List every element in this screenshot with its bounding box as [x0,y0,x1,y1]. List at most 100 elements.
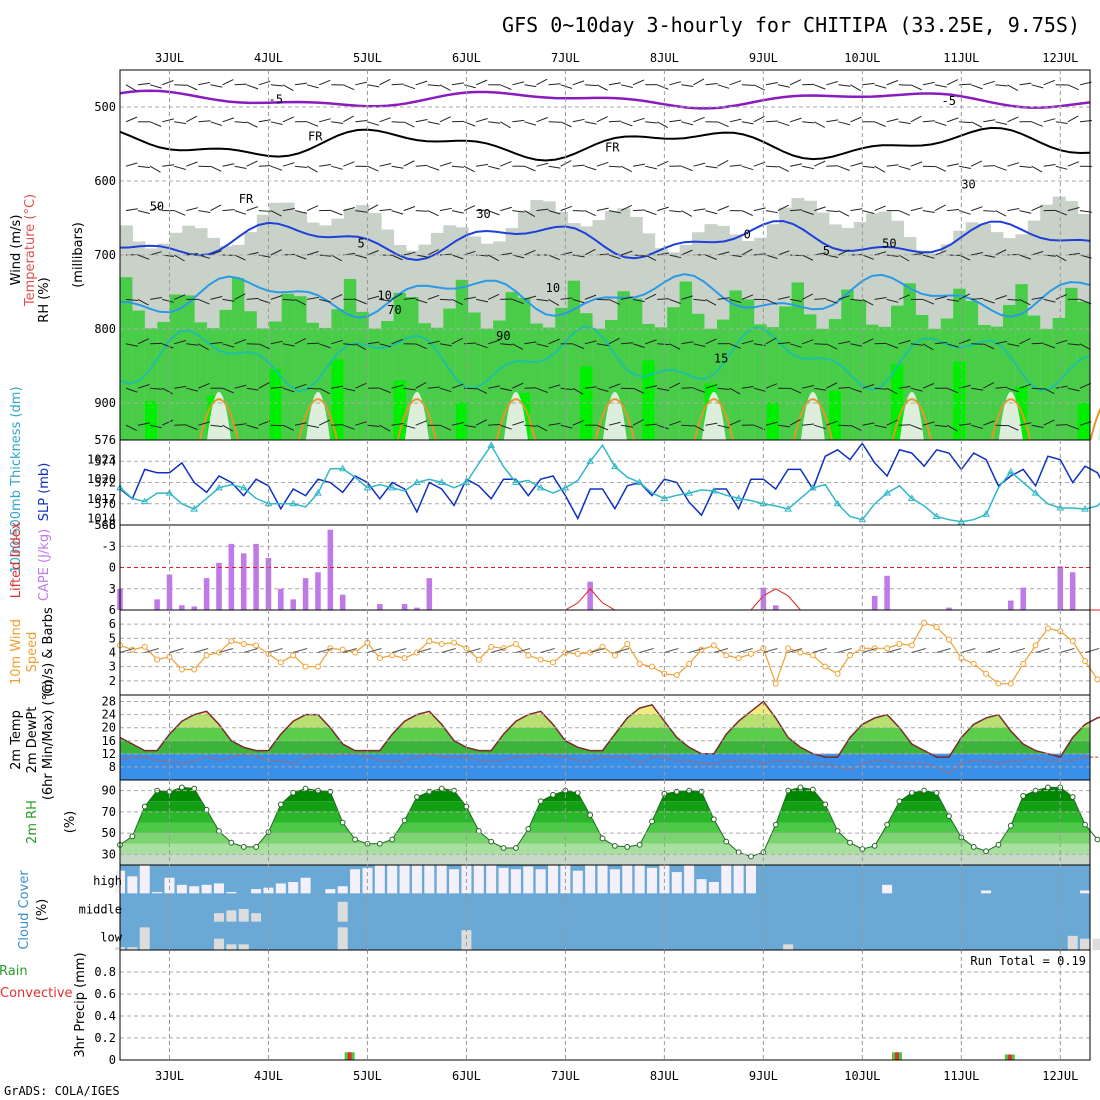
rh-marker [797,784,804,791]
wind-tick: 5 [109,631,116,645]
wind-barb [524,341,537,345]
rh-green-band [194,322,208,440]
wind-barb-10m [144,648,159,653]
rh-marker [339,819,346,826]
wind-barb [125,343,138,347]
wind-barb [983,298,995,304]
precip-convective-bar [894,1052,899,1060]
wind-barb [874,121,886,127]
rh-marker [352,836,358,843]
contour-label: 70 [387,303,401,317]
cape-bar [1069,572,1076,610]
rh-marker [871,842,878,849]
wind-barb [995,84,1008,87]
wind-barb [415,119,428,123]
wind-barb-10m [243,648,258,653]
wind-barb [560,205,573,212]
wind-barb [1031,251,1044,256]
wind-barb [161,419,174,426]
wind-barb [1007,84,1019,92]
wind-barb [415,298,428,304]
wind-barb-10m [1060,648,1075,653]
temp-tick: 8 [109,760,116,774]
wind-barb [379,298,392,302]
wind-barb-10m [1035,648,1050,653]
wind-barb [826,81,838,86]
wind-barb [137,384,150,389]
wind-barb-10m [886,648,902,653]
wind-barb [210,341,223,345]
wind-barb [1079,421,1092,426]
thickness-marker [883,489,891,496]
wind-barb [367,424,380,427]
wind-speed-marker [550,659,557,666]
rh-marker [896,798,903,805]
cape-bar [203,578,210,610]
wind-barb [765,298,778,305]
wind-barb-10m [540,648,555,653]
wind-barb [343,207,356,212]
cloud-bar-high [696,879,707,894]
wind-barb [367,250,379,256]
wind-barb [222,298,235,302]
wind-speed-marker [908,642,915,649]
thickness-marker [314,489,322,496]
cloud-bar-high [981,890,992,894]
rh-band [120,822,1090,834]
wind-barb [886,387,898,395]
wind-barb [1019,254,1031,260]
dewpoint-line [119,753,1100,775]
wind-speed-marker [203,652,210,659]
wind-barb [620,121,633,127]
surface-plume [1097,424,1100,440]
wind-barb [717,297,730,300]
wind-barb [500,424,512,430]
wind-speed-marker [970,660,977,667]
wind-barb [645,210,657,216]
wind-barb [343,84,355,91]
wind-barb [729,343,742,349]
cloud-bar-high [882,884,893,894]
wind-barb [741,121,754,125]
wind-speed-marker [141,643,148,650]
contour-label: 10 [377,288,391,302]
thickness-axis-label: 1000-500mb Thickness (dm) [9,386,24,573]
rh-band [120,801,1090,812]
wind-barb [137,338,150,345]
wind-speed-marker [488,643,495,650]
wind-barb [343,115,355,123]
wind-barb [898,294,911,300]
wind-barb [1043,419,1055,426]
wind-barb [814,121,826,128]
wind-barb [403,84,416,90]
wind-barb [584,294,597,300]
rh-bright-band [891,364,904,440]
thickness-marker [239,483,248,491]
wind-barb [801,254,814,261]
thickness-marker [982,510,990,517]
wind-barb [451,210,464,214]
cloud-bar-high [486,865,497,894]
wind-barb [475,387,488,394]
wind-barb [379,387,391,394]
wind-barb [210,296,223,300]
contour-label: 30 [961,177,975,191]
wind-barb [669,81,682,86]
wind-barb [1043,118,1056,123]
rh-marker [228,839,235,846]
wind-barb [439,424,452,431]
cloud-bar-high [634,865,645,894]
wind-barb [572,80,585,86]
cloud-bar-high [1080,890,1091,894]
wind-barb [282,343,295,347]
wind-barb [886,80,899,86]
rh-marker [673,788,680,795]
temp-contour-5 [119,220,1091,262]
top-date-label: 12JUL [1042,51,1078,65]
wind-barb [681,210,693,217]
top-date-label: 4JUL [254,51,283,65]
temp-contour-15 [119,325,1091,393]
wind-barb [693,208,706,212]
wind-barb [174,340,186,345]
wind-speed-marker [253,642,260,649]
